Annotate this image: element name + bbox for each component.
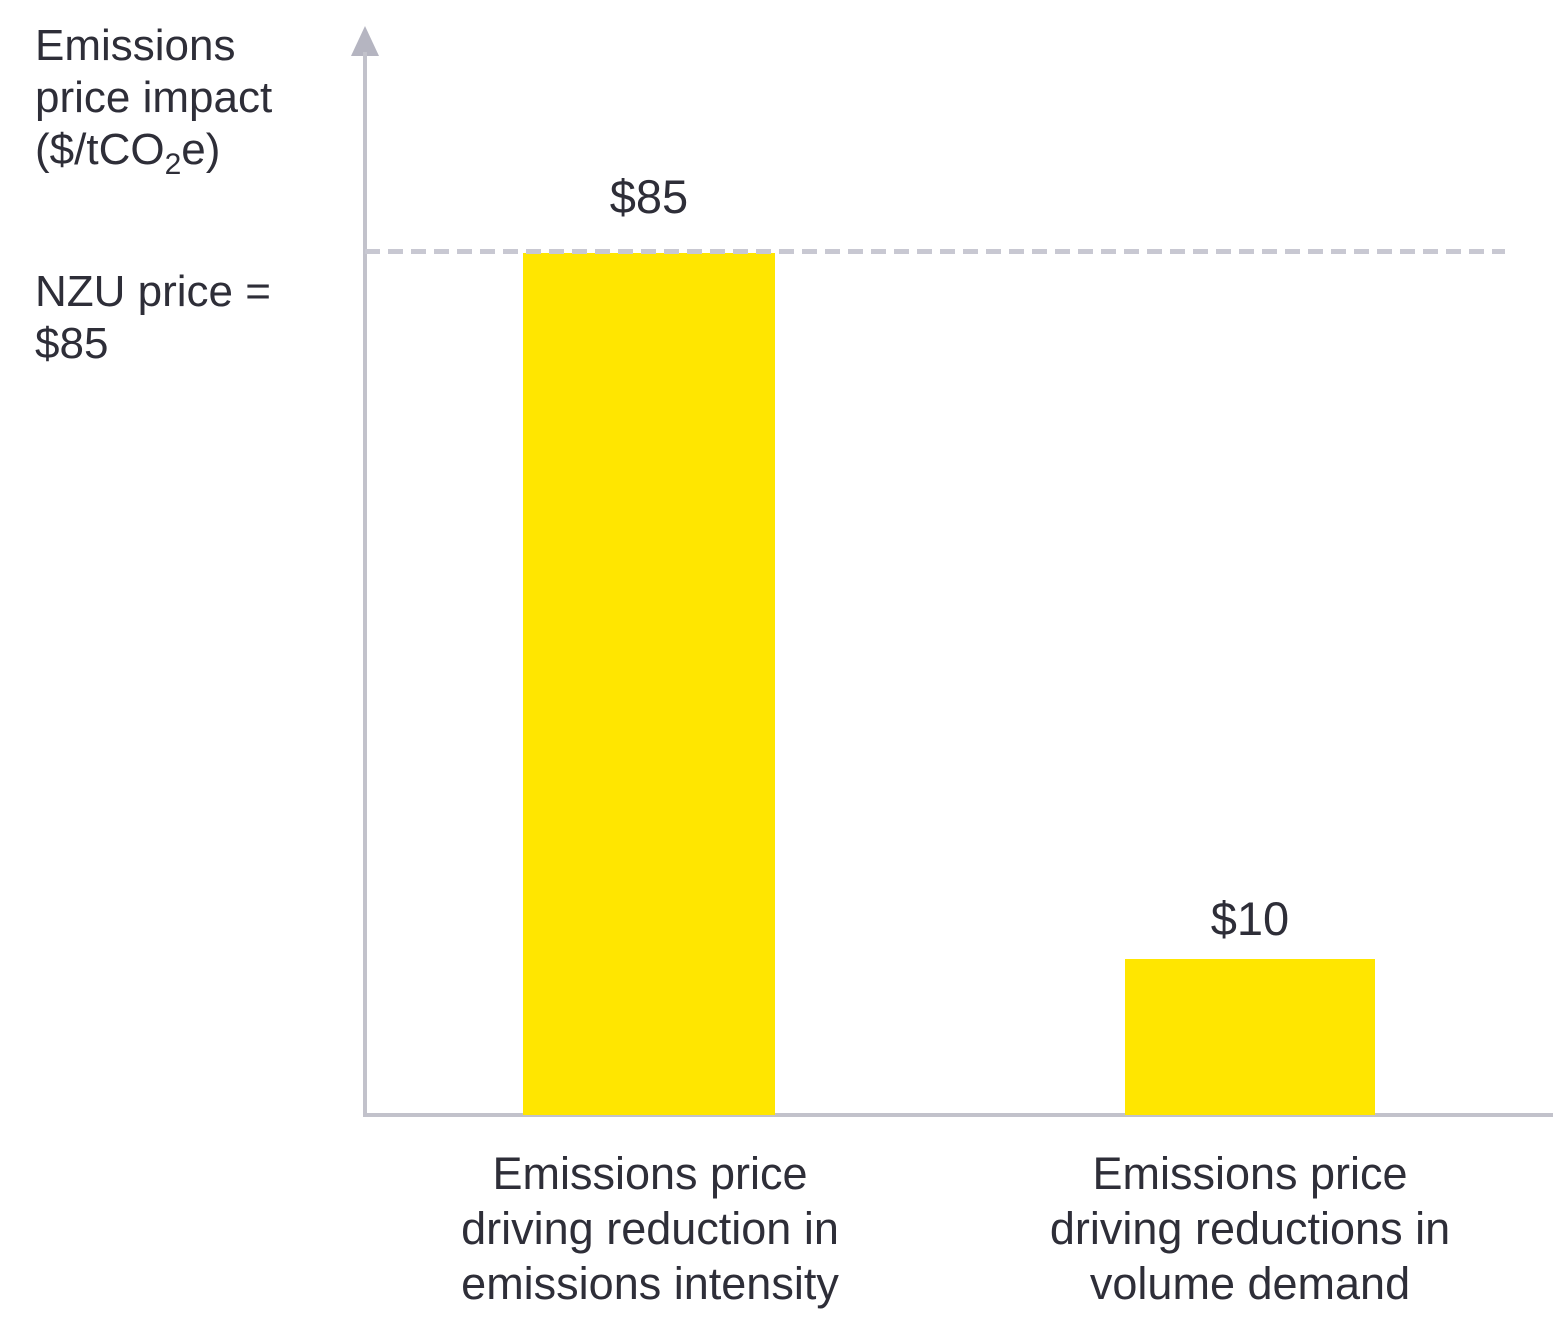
reference-line-label-line1: NZU price = xyxy=(35,267,271,316)
category-label-emissions-intensity: Emissions price driving reduction in emi… xyxy=(461,1148,839,1309)
reference-line-label-line2: $85 xyxy=(35,319,109,368)
y-axis-title-line2: price impact xyxy=(35,73,273,122)
subscript-2: 2 xyxy=(164,148,182,181)
bar-volume-demand xyxy=(1125,959,1375,1115)
y-axis-title: Emissions price impact ($/tCO2e) xyxy=(35,20,273,181)
category-label-volume-demand: Emissions price driving reductions in vo… xyxy=(1049,1148,1451,1309)
y-axis-line xyxy=(363,52,367,1117)
bar-value-label: $10 xyxy=(1210,892,1290,945)
bar-value-label: $85 xyxy=(609,170,689,223)
y-axis-title-line3: ($/tCO2e) xyxy=(35,125,221,181)
y-axis-arrowhead-icon xyxy=(351,26,379,56)
bar-emissions-intensity xyxy=(523,253,775,1115)
nzu-price-reference-line xyxy=(365,249,1505,254)
x-axis-line xyxy=(363,1113,1553,1117)
y-axis-title-line1: Emissions xyxy=(35,21,236,70)
reference-line-label: NZU price = $85 xyxy=(35,266,271,370)
